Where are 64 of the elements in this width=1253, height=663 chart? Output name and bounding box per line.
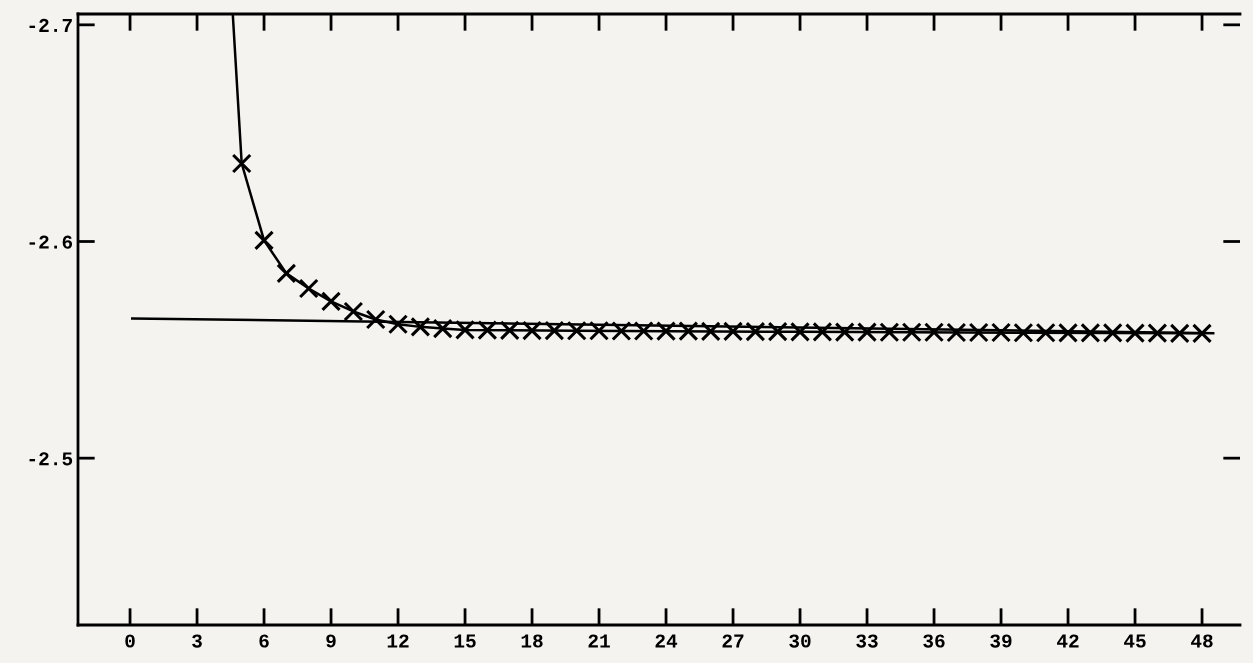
point	[790, 321, 811, 342]
point	[566, 320, 587, 341]
y-tick-label: -2.5	[29, 452, 73, 466]
point	[1013, 322, 1034, 343]
point	[343, 301, 364, 322]
point	[1080, 322, 1101, 343]
point	[1035, 322, 1056, 343]
x-tick-label: 39	[990, 634, 1012, 648]
point	[879, 322, 900, 343]
point	[455, 319, 476, 340]
point	[298, 278, 319, 299]
x-tick-label: 21	[588, 634, 610, 648]
point	[1125, 323, 1146, 344]
point	[1058, 322, 1079, 343]
x-tick-label: 30	[789, 634, 811, 648]
y-tick-label: -2.7	[29, 18, 72, 32]
x-tick-label: 3	[192, 634, 202, 648]
x-tick-label: 48	[1191, 634, 1213, 648]
point	[1169, 323, 1190, 344]
point	[812, 321, 833, 342]
point	[254, 230, 275, 251]
point	[700, 321, 721, 342]
point	[410, 316, 431, 337]
y-tick-label: -2.6	[29, 235, 73, 249]
point	[1192, 323, 1213, 344]
point	[857, 322, 878, 343]
x-tick-label: 27	[722, 634, 744, 648]
x-tick-label: 15	[454, 634, 476, 648]
point	[767, 321, 788, 342]
x-tick-label: 6	[259, 634, 269, 648]
point	[365, 309, 386, 330]
x-tick-label: 45	[1124, 634, 1146, 648]
x-tick-label: 12	[387, 634, 409, 648]
point	[723, 321, 744, 342]
point	[924, 322, 945, 343]
point	[231, 153, 252, 174]
point	[745, 321, 766, 342]
point	[834, 322, 855, 343]
point	[656, 321, 677, 342]
x-tick-label: 36	[923, 634, 945, 648]
x-tick-label: 33	[856, 634, 878, 648]
point	[499, 320, 520, 341]
point	[589, 320, 610, 341]
point	[901, 322, 922, 343]
x-tick-label: 24	[655, 634, 678, 648]
point	[633, 320, 654, 342]
point	[388, 314, 409, 335]
point	[991, 322, 1012, 343]
point	[432, 318, 453, 339]
x-tick-label: 0	[125, 634, 135, 648]
point	[321, 291, 342, 312]
point	[477, 320, 498, 341]
point	[1102, 322, 1123, 343]
x-tick-label: 9	[326, 634, 336, 648]
point	[946, 322, 967, 343]
point	[522, 320, 543, 341]
point	[276, 263, 297, 284]
x-tick-label: 42	[1057, 634, 1079, 648]
point	[968, 322, 989, 343]
point	[544, 320, 565, 341]
x-tick-label: 18	[521, 634, 543, 648]
point	[611, 320, 632, 342]
point	[678, 321, 699, 342]
point	[1147, 323, 1168, 344]
